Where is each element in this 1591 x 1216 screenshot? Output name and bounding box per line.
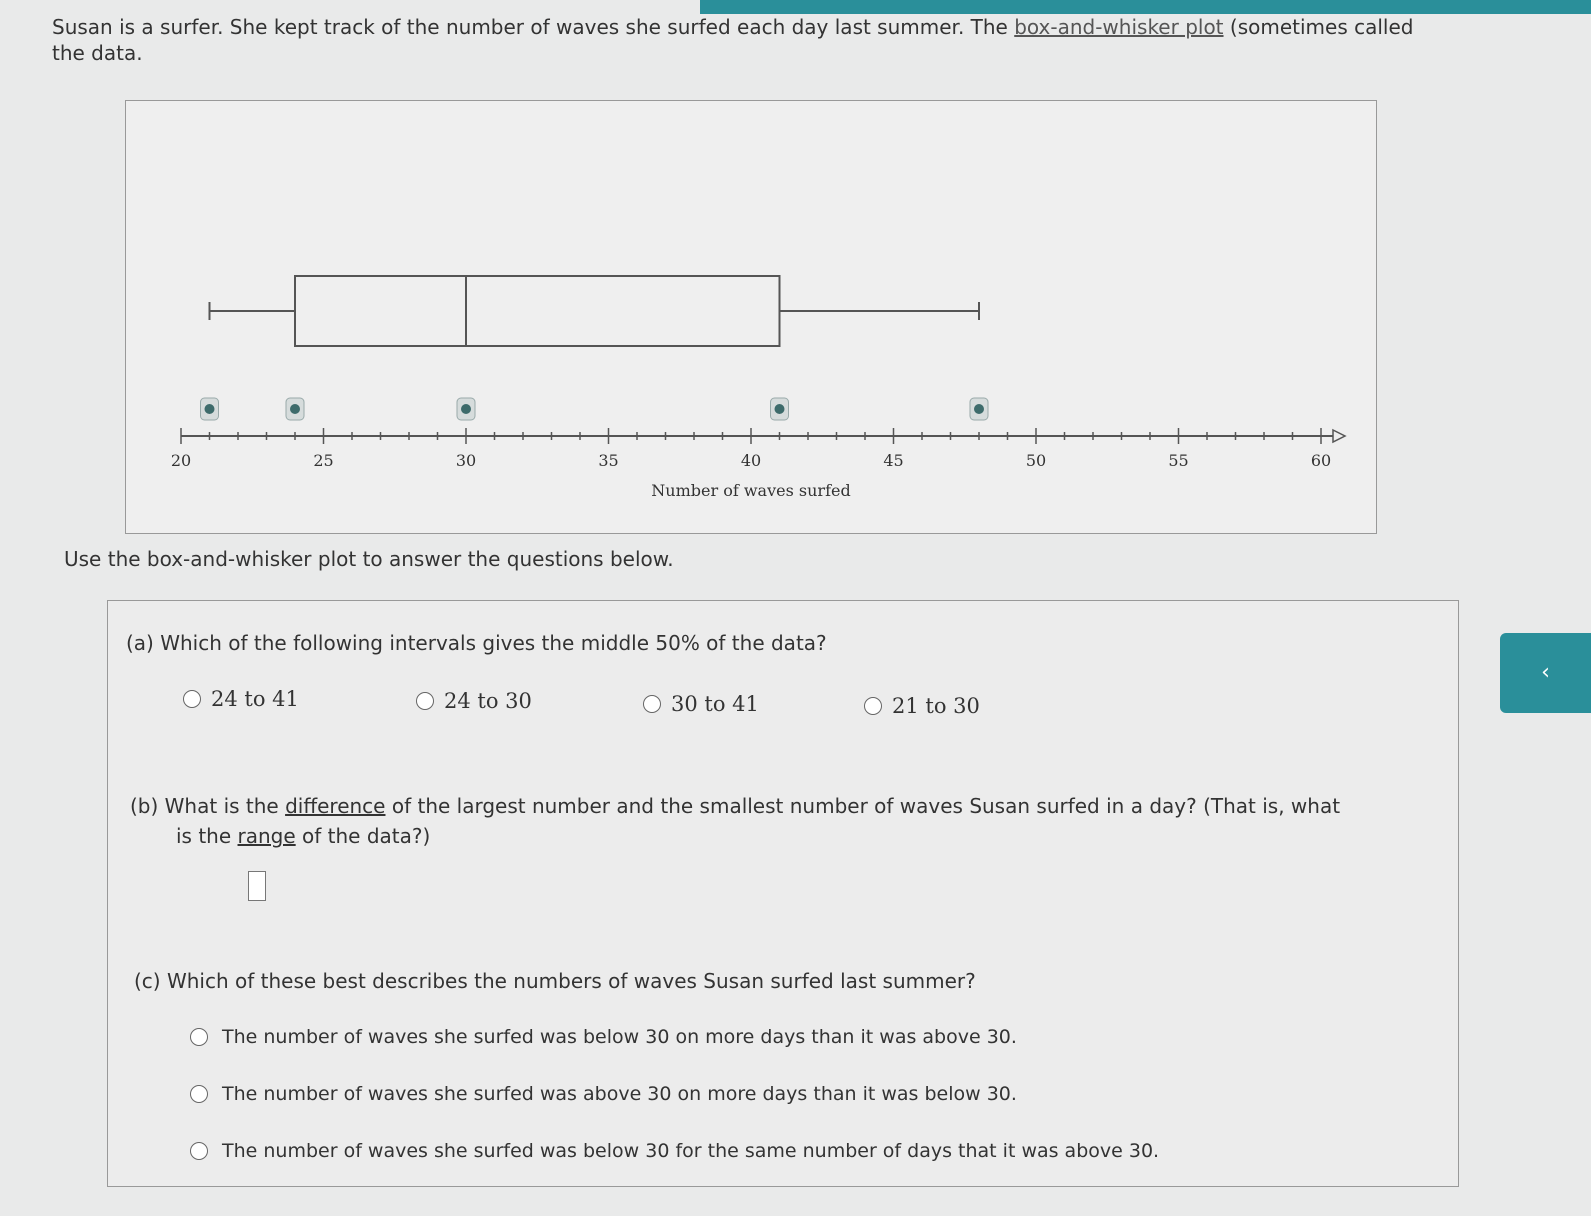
- option-c-2[interactable]: The number of waves she surfed was above…: [190, 1083, 1017, 1105]
- option-label: The number of waves she surfed was above…: [222, 1083, 1017, 1105]
- radio-button[interactable]: [190, 1085, 208, 1103]
- radio-button[interactable]: [864, 697, 882, 715]
- option-label: 21 to 30: [892, 694, 980, 718]
- option-c-1[interactable]: The number of waves she surfed was below…: [190, 1026, 1017, 1048]
- drag-handle[interactable]: [200, 397, 219, 421]
- tick-label: 20: [171, 451, 191, 470]
- radio-button[interactable]: [183, 690, 201, 708]
- handle-grip-icon[interactable]: [774, 404, 785, 414]
- qb-text-4: of the data?): [295, 824, 431, 848]
- range-link[interactable]: range: [237, 824, 296, 848]
- instruction-text: Use the box-and-whisker plot to answer t…: [64, 547, 674, 571]
- top-bar: [700, 0, 1591, 14]
- box-plot-panel: 20 25 30 35 40 45 50 55 60 Number of waves surfed: [125, 100, 1377, 534]
- tick-label: 30: [456, 451, 476, 470]
- handle-grip-icon[interactable]: [204, 404, 215, 414]
- tick-label: 25: [313, 451, 333, 470]
- option-label: 24 to 41: [211, 687, 299, 711]
- drag-handle[interactable]: [285, 397, 305, 421]
- drag-handle[interactable]: [456, 397, 476, 421]
- problem-intro: Susan is a surfer. She kept track of the…: [52, 14, 1591, 66]
- option-a-1[interactable]: 24 to 41: [183, 687, 299, 711]
- handle-grip-icon[interactable]: [461, 404, 471, 414]
- handle-grip-icon[interactable]: [974, 404, 984, 414]
- option-a-3[interactable]: 30 to 41: [643, 692, 759, 716]
- question-a: (a) Which of the following intervals giv…: [126, 631, 827, 655]
- drag-handle[interactable]: [969, 397, 989, 421]
- question-c: (c) Which of these best describes the nu…: [134, 969, 976, 993]
- qb-text-3: is the: [176, 824, 238, 848]
- radio-button[interactable]: [190, 1142, 208, 1160]
- difference-link[interactable]: difference: [285, 794, 386, 818]
- qb-text-2: of the largest number and the smallest n…: [385, 794, 1341, 818]
- range-answer-input[interactable]: [248, 871, 266, 901]
- tick-label: 60: [1311, 451, 1331, 470]
- question-b: (b) What is the difference of the larges…: [130, 791, 1340, 851]
- radio-button[interactable]: [416, 692, 434, 710]
- qb-text: (b) What is the: [130, 794, 286, 818]
- side-panel-button[interactable]: ‹: [1500, 633, 1591, 713]
- intro-text-2: (sometimes called: [1223, 15, 1414, 39]
- radio-button[interactable]: [643, 695, 661, 713]
- questions-panel: (a) Which of the following intervals giv…: [107, 600, 1459, 1187]
- intro-text-3: the data.: [52, 41, 143, 65]
- tick-label: 45: [883, 451, 903, 470]
- box-plot-chart: 20 25 30 35 40 45 50 55 60 Number of waves surfed: [171, 275, 1347, 500]
- box: [294, 275, 781, 347]
- tick-label: 35: [598, 451, 618, 470]
- tick-label: 50: [1026, 451, 1046, 470]
- option-c-3[interactable]: The number of waves she surfed was below…: [190, 1140, 1159, 1162]
- option-label: The number of waves she surfed was below…: [222, 1026, 1017, 1048]
- tick-label: 55: [1168, 451, 1188, 470]
- handle-grip-icon[interactable]: [290, 404, 300, 414]
- option-label: 30 to 41: [671, 692, 759, 716]
- axis-arrow: [1332, 428, 1347, 444]
- x-axis-label: Number of waves surfed: [651, 481, 850, 500]
- tick-label: 40: [741, 451, 761, 470]
- box-plot-link[interactable]: box-and-whisker plot: [1014, 15, 1224, 39]
- intro-text: Susan is a surfer. She kept track of the…: [52, 15, 1015, 39]
- option-label: The number of waves she surfed was below…: [222, 1140, 1160, 1162]
- option-label: 24 to 30: [444, 689, 532, 713]
- radio-button[interactable]: [190, 1028, 208, 1046]
- option-a-4[interactable]: 21 to 30: [864, 694, 980, 718]
- drag-handle[interactable]: [770, 397, 789, 421]
- option-a-2[interactable]: 24 to 30: [416, 689, 532, 713]
